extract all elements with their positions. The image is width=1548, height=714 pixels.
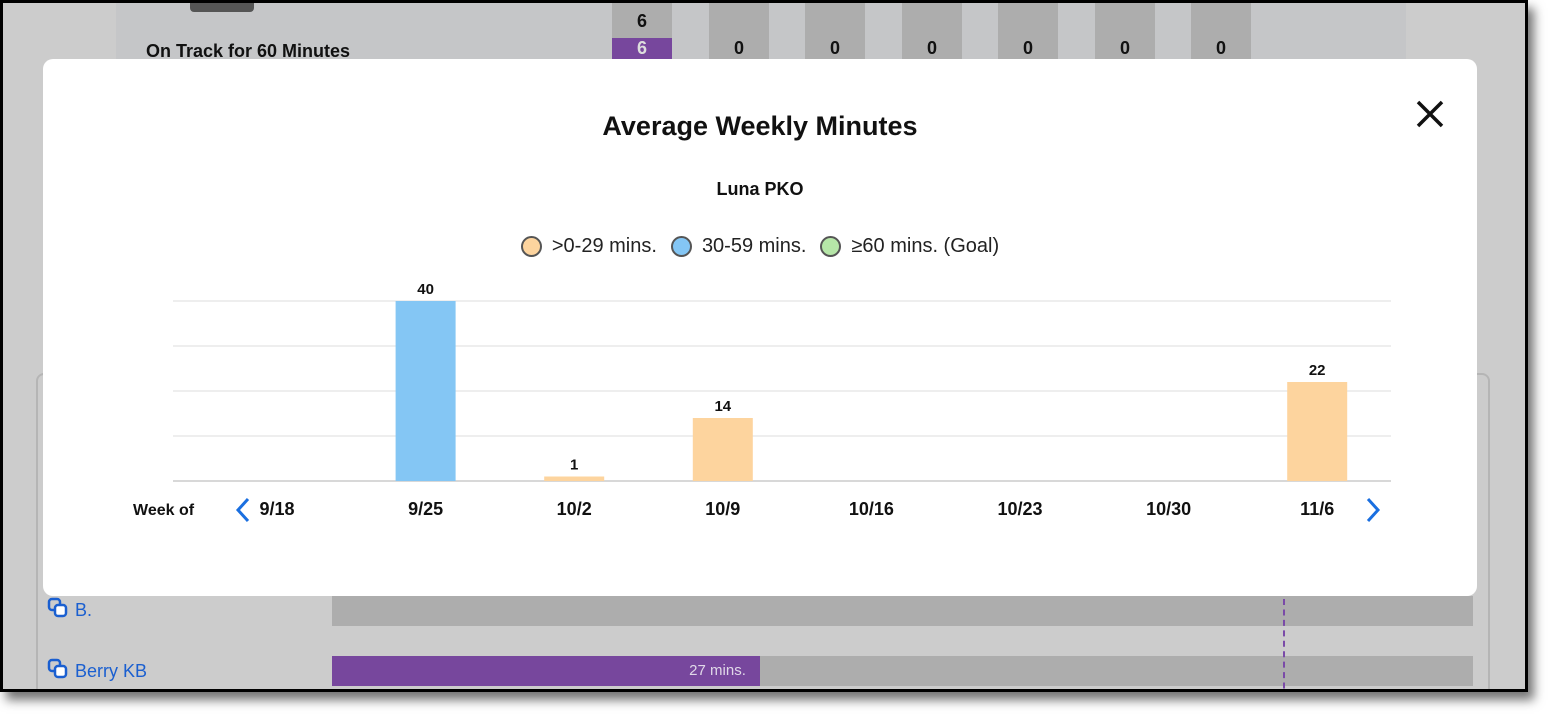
- progress-fill: 27 mins.: [332, 656, 760, 686]
- student-link[interactable]: Berry KB: [47, 658, 147, 685]
- x-tick-label: 10/30: [1146, 499, 1191, 519]
- bar: [395, 301, 456, 481]
- bar: [544, 476, 605, 481]
- week-column: [902, 3, 962, 61]
- bar: [1287, 382, 1348, 481]
- data-label: 40: [417, 281, 434, 298]
- week-count: 6: [612, 38, 672, 61]
- week-count: 0: [1215, 38, 1226, 58]
- modal-title: Average Weekly Minutes: [602, 111, 918, 141]
- on-track-label: On Track for 60 Minutes: [146, 41, 351, 61]
- goal-marker-line: [1283, 599, 1285, 689]
- legend-swatch: [820, 236, 842, 257]
- week-total-count: 6: [636, 11, 647, 31]
- x-tick-label: 10/16: [849, 499, 894, 519]
- legend-item: ≥60 mins. (Goal): [820, 235, 999, 258]
- chevron-right-icon[interactable]: [1363, 495, 1383, 525]
- x-tick-label: 9/25: [408, 499, 443, 519]
- week-count: 0: [926, 38, 937, 58]
- copy-icon: [47, 658, 69, 685]
- data-label: 1: [570, 457, 578, 474]
- chevron-left-icon[interactable]: [233, 495, 253, 525]
- legend-item: 30-59 mins.: [670, 235, 806, 258]
- app-window: 6 0 0 0 0 0 0 6 On Track for 60 Minutes B. Berr…: [0, 0, 1528, 692]
- chart-modal: Average Weekly Minutes Luna PKO >0-29 mi…: [43, 59, 1477, 596]
- week-count: 0: [733, 38, 744, 58]
- bar: [692, 418, 753, 481]
- x-tick-label: 10/9: [705, 499, 740, 519]
- close-icon[interactable]: [1413, 97, 1447, 131]
- x-tick-label: 10/2: [557, 499, 592, 519]
- student-progress-bar: [332, 596, 1473, 626]
- chart-legend: >0-29 mins. 30-59 mins. ≥60 mins. (Goal): [43, 235, 1477, 258]
- week-count: 0: [1119, 38, 1130, 58]
- copy-icon: [47, 597, 69, 624]
- legend-item: >0-29 mins.: [520, 235, 657, 258]
- week-of-label: Week of: [133, 502, 195, 519]
- week-column: [998, 3, 1058, 61]
- week-column: [1095, 3, 1155, 61]
- student-link[interactable]: B.: [47, 597, 92, 624]
- data-label: 22: [1309, 362, 1326, 379]
- week-column: [805, 3, 865, 61]
- week-column: [709, 3, 769, 61]
- legend-swatch: [520, 236, 542, 257]
- week-column: [1191, 3, 1251, 61]
- x-tick-label: 9/18: [259, 499, 294, 519]
- x-tick-label: 11/6: [1300, 499, 1334, 519]
- dropdown-button[interactable]: [190, 3, 254, 12]
- bar-chart: 9/18 40 9/25 1 10/2 14 10/9 10/16 10/23 10/30 22 11…: [173, 281, 1391, 519]
- week-count: 0: [1022, 38, 1033, 58]
- legend-swatch: [670, 236, 692, 257]
- modal-subtitle: Luna PKO: [716, 179, 804, 199]
- data-label: 14: [714, 398, 731, 415]
- week-count: 0: [829, 38, 840, 58]
- student-progress-bar: 27 mins.: [332, 656, 1473, 686]
- x-tick-label: 10/23: [997, 499, 1042, 519]
